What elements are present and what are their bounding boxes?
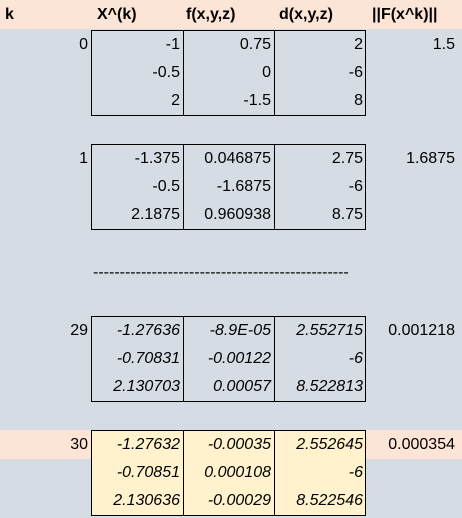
d-cell: -6 (348, 178, 363, 195)
d-cell: 8.75 (331, 206, 363, 223)
x-cell: 2.130703 (113, 378, 180, 395)
x-cell: -1 (165, 36, 180, 53)
d-cell: -6 (348, 464, 363, 481)
matrix-k0 (91, 30, 366, 116)
header-norm: ||F(x^k)|| (372, 6, 438, 23)
x-cell: -0.5 (152, 64, 180, 81)
matrix-k1 (91, 144, 366, 230)
norm-value: 1.5 (432, 36, 455, 53)
f-cell: 0.00057 (213, 378, 271, 395)
x-cell: -0.5 (152, 178, 180, 195)
k-value: 1 (79, 150, 88, 167)
d-cell: 8.522813 (296, 378, 363, 395)
k-value: 29 (70, 322, 88, 339)
d-cell: -6 (348, 350, 363, 367)
x-cell: 2 (171, 92, 180, 109)
header-k: k (5, 6, 14, 23)
d-cell: 2.552715 (296, 322, 363, 339)
header-x: X^(k) (97, 6, 137, 23)
d-cell: 2.552645 (296, 436, 363, 453)
x-cell: -1.27636 (116, 322, 180, 339)
header-row (0, 0, 462, 29)
x-cell: -0.70831 (116, 350, 180, 367)
x-cell: -1.27632 (116, 436, 180, 453)
separator-dashes: ----------------------------------------… (93, 264, 349, 281)
matrix-k29 (91, 316, 366, 402)
d-cell: 8 (354, 92, 363, 109)
f-cell: 0.75 (239, 36, 271, 53)
d-cell: 8.522546 (296, 492, 363, 509)
d-cell: 2.75 (331, 150, 363, 167)
header-f: f(x,y,z) (186, 6, 236, 23)
f-cell: -1.6875 (216, 178, 271, 195)
f-cell: -8.9E-05 (209, 322, 271, 339)
k-value: 30 (70, 436, 88, 453)
f-cell: -0.00122 (207, 350, 271, 367)
f-cell: -0.00035 (207, 436, 271, 453)
d-cell: -6 (348, 64, 363, 81)
x-cell: -0.70851 (116, 464, 180, 481)
d-cell: 2 (354, 36, 363, 53)
x-cell: -1.375 (134, 150, 180, 167)
matrix-k30 (91, 430, 366, 516)
header-d: d(x,y,z) (279, 6, 333, 23)
f-cell: -0.00029 (207, 492, 271, 509)
highlight-matrix (91, 430, 366, 516)
x-cell: 2.1875 (131, 206, 180, 223)
f-cell: 0.000108 (204, 464, 271, 481)
f-cell: -1.5 (243, 92, 271, 109)
norm-value: 0.000354 (388, 436, 455, 453)
norm-value: 0.001218 (388, 322, 455, 339)
k-value: 0 (79, 36, 88, 53)
f-cell: 0.960938 (204, 206, 271, 223)
f-cell: 0 (262, 64, 271, 81)
x-cell: 2.130636 (113, 492, 180, 509)
norm-value: 1.6875 (406, 150, 455, 167)
f-cell: 0.046875 (204, 150, 271, 167)
